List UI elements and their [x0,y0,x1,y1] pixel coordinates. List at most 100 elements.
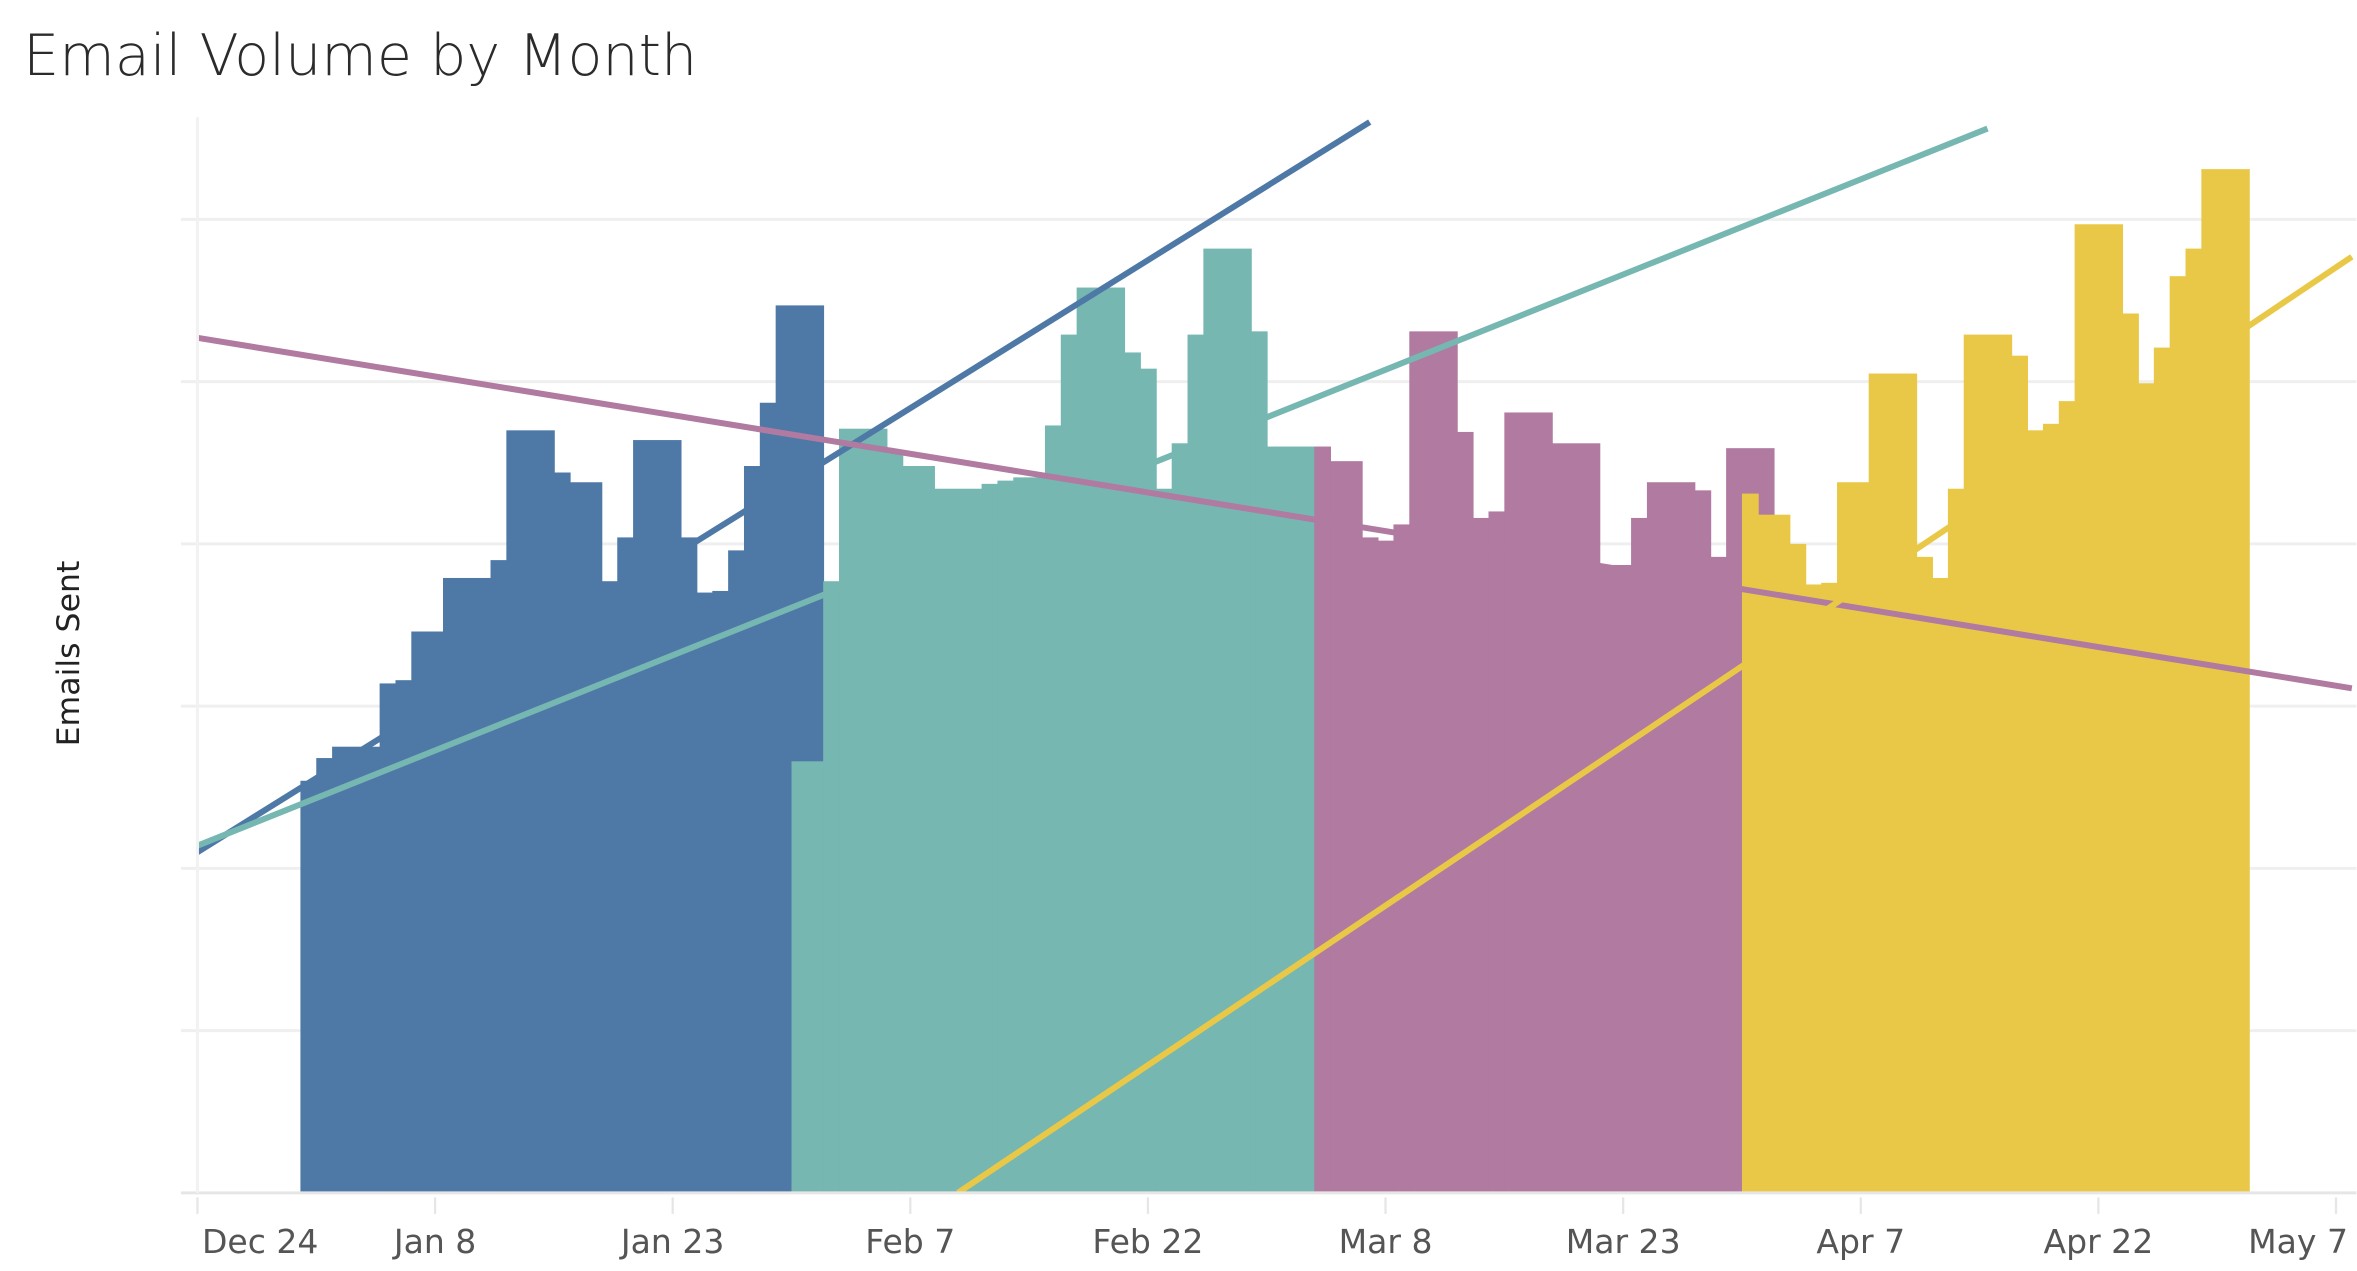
daily-step-mark [1932,577,1949,1193]
daily-step-mark [712,590,730,1193]
daily-step-mark [728,550,745,1193]
trend-line-0 [197,119,1372,855]
trend-line-3 [956,254,2354,1193]
x-tick-label: Mar 8 [1339,1222,1433,1261]
daily-step-mark [1868,373,1918,1193]
daily-step-mark [2137,383,2155,1193]
daily-step-mark [1963,334,2013,1193]
daily-step-mark [1947,488,1965,1193]
x-tick-label: Feb 7 [865,1222,955,1261]
daily-step-mark [411,631,444,1193]
daily-step-mark [839,428,888,1193]
daily-step-mark [759,402,777,1193]
daily-step-mark [1741,493,1759,1193]
daily-step-mark [1076,287,1126,1193]
daily-step-mark [1472,517,1490,1193]
daily-step-mark [2074,224,2124,1193]
daily-step-mark [1171,443,1189,1193]
x-tick-label: Apr 7 [1816,1222,1905,1261]
daily-step-mark [1250,331,1268,1193]
daily-step-mark [743,466,761,1193]
daily-step-mark [1140,368,1157,1193]
x-tick-label: Feb 22 [1092,1222,1203,1261]
daily-step-mark [1488,511,1506,1193]
daily-step-mark [997,480,1015,1193]
daily-step-mark [1710,556,1728,1193]
y-axis-label: Emails Sent [51,561,87,747]
daily-step-mark [601,581,619,1193]
daily-step-mark [1187,334,1205,1193]
daily-step-mark [1266,446,1316,1193]
daily-step-mark [1409,331,1458,1193]
trend-line-1 [197,125,1989,849]
daily-step-mark [442,577,492,1193]
daily-step-mark [1124,352,1141,1193]
daily-step-mark [1361,537,1379,1193]
daily-step-mark [1757,514,1791,1193]
daily-step-mark [1789,543,1807,1193]
daily-step-mark [2153,347,2171,1193]
daily-step-mark [506,430,555,1193]
daily-step-mark [2042,423,2060,1193]
x-tick-label: Jan 23 [619,1222,725,1261]
daily-step-mark [395,680,413,1193]
daily-step-mark [1044,425,1062,1193]
month-area-1 [791,248,1316,1193]
daily-step-mark [1504,412,1553,1193]
daily-step-mark [553,472,571,1193]
chart-title: Email Volume by Month [23,23,697,89]
daily-step-mark [934,488,983,1193]
daily-step-mark [791,761,825,1193]
daily-step-mark [1821,582,1838,1193]
daily-step-mark [617,537,634,1193]
month-area-3 [1741,169,2250,1193]
daily-step-mark [1456,431,1474,1193]
x-axis-ticks: Dec 24 Jan 8 Jan 23 Feb 7 Feb 22 Mar 8 Mar 23 A… [196,1197,2348,1261]
x-tick-label: Mar 23 [1566,1222,1681,1261]
daily-step-mark [1377,540,1395,1193]
daily-step-mark [886,451,904,1193]
daily-step-mark [696,592,714,1193]
daily-step-mark [1599,564,1632,1193]
trend-lines [197,119,2354,1193]
daily-step-mark [2185,248,2203,1193]
daily-step-mark [1013,477,1046,1193]
daily-step-mark [981,483,999,1193]
x-tick-label: May 7 [2248,1222,2348,1261]
daily-step-mark [2169,276,2187,1193]
area-marks [300,169,2250,1193]
month-area-0 [300,305,825,1193]
daily-step-mark [569,482,603,1193]
daily-step-mark [680,537,698,1193]
daily-step-mark [379,683,397,1193]
month-area-2 [1314,331,1775,1193]
trend-line-2 [197,334,2353,692]
x-tick-label: Dec 24 [202,1222,319,1261]
daily-step-mark [332,746,381,1193]
daily-step-mark [316,758,334,1193]
daily-step-mark [490,560,508,1193]
daily-step-mark [2011,355,2029,1193]
x-tick-label: Jan 8 [392,1222,476,1261]
daily-step-mark [2027,430,2044,1193]
daily-step-mark [1155,488,1173,1193]
daily-step-mark [1551,443,1601,1193]
daily-step-mark [902,466,935,1193]
daily-step-mark [2201,169,2250,1193]
daily-step-mark [1646,482,1696,1193]
daily-step-mark [1203,248,1252,1193]
daily-step-mark [1314,446,1331,1193]
x-tick-label: Apr 22 [2044,1222,2154,1261]
daily-step-mark [1694,490,1712,1193]
daily-step-mark [300,780,318,1193]
daily-step-mark [1631,517,1648,1193]
daily-step-mark [1393,524,1411,1193]
daily-step-mark [2122,313,2139,1193]
daily-step-mark [1916,556,1933,1193]
daily-step-mark [1060,334,1078,1193]
daily-step-mark [823,581,840,1193]
daily-step-mark [2058,401,2076,1193]
daily-step-mark [1330,461,1363,1193]
daily-step-mark [1805,584,1823,1193]
